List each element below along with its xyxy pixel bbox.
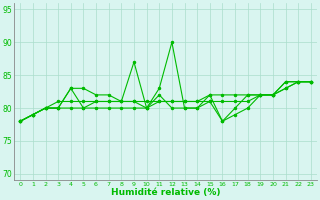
X-axis label: Humidité relative (%): Humidité relative (%) <box>111 188 220 197</box>
